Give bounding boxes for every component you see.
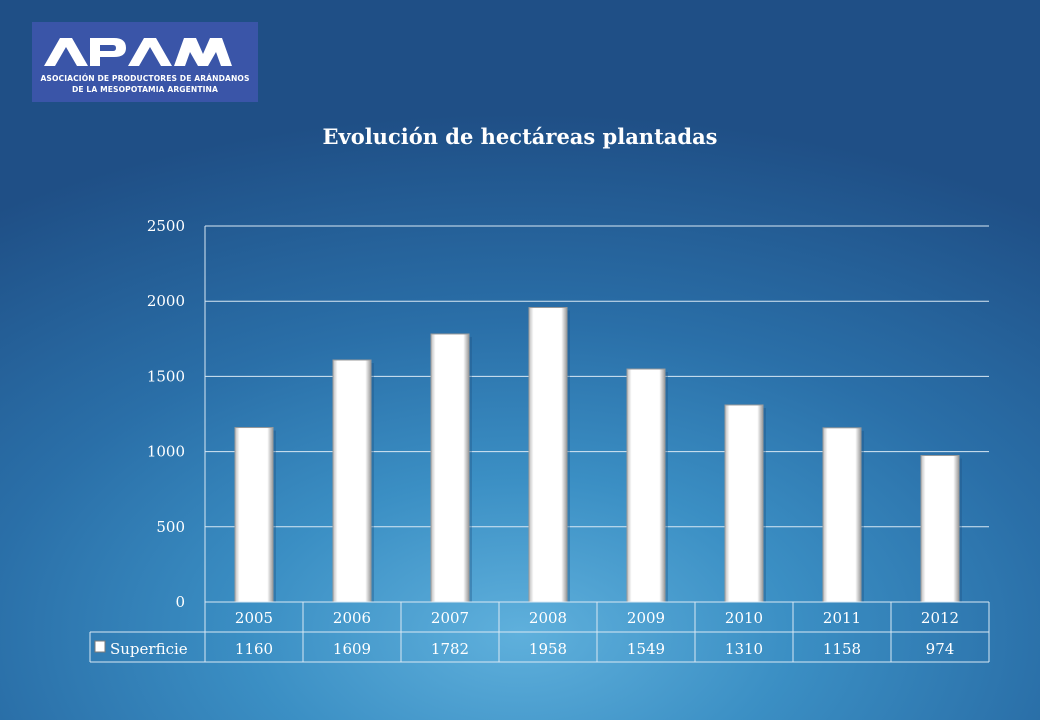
x-tick-label: 2010	[725, 609, 763, 627]
bars	[234, 307, 962, 603]
data-label: 974	[926, 640, 955, 658]
data-label: 1160	[235, 640, 273, 658]
data-label: 1158	[823, 640, 861, 658]
data-label: 1609	[333, 640, 371, 658]
x-tick-label: 2009	[627, 609, 665, 627]
bar	[430, 333, 470, 603]
y-tick-label: 2000	[147, 292, 185, 310]
x-tick-label: 2008	[529, 609, 567, 627]
legend-series-name: Superficie	[110, 640, 188, 658]
data-table: 2005 1160 2006 1609 2007 1782 2008 1958 2009 1549…	[89, 601, 990, 663]
bar	[528, 307, 568, 603]
x-tick-label: 2011	[823, 609, 861, 627]
x-tick-label: 2005	[235, 609, 273, 627]
data-label: 1310	[725, 640, 763, 658]
data-label: 1958	[529, 640, 567, 658]
bar	[920, 455, 960, 603]
legend-key	[94, 640, 106, 653]
logo-line-2: DE LA MESOPOTAMIA ARGENTINA	[72, 85, 218, 94]
data-label: 1782	[431, 640, 469, 658]
y-axis-ticks: 0 500 1000 1500 2000 2500	[147, 217, 185, 611]
bar	[822, 427, 862, 603]
x-tick-label: 2012	[921, 609, 959, 627]
x-tick-label: 2007	[431, 609, 469, 627]
gridlines	[204, 225, 989, 602]
apama-logo: ASOCIACIÓN DE PRODUCTORES DE ARÁNDANOS D…	[32, 22, 258, 102]
bar	[724, 404, 764, 603]
bar	[234, 427, 274, 603]
y-tick-label: 500	[156, 518, 185, 536]
bar	[626, 368, 666, 603]
data-label: 1549	[627, 640, 665, 658]
y-tick-label: 1500	[147, 367, 185, 385]
y-tick-label: 1000	[147, 443, 185, 461]
y-tick-label: 0	[175, 593, 185, 611]
apama-wordmark	[44, 38, 232, 66]
chart-title: Evolución de hectáreas plantadas	[322, 124, 718, 149]
x-tick-label: 2006	[333, 609, 371, 627]
logo-line-1: ASOCIACIÓN DE PRODUCTORES DE ARÁNDANOS	[40, 74, 250, 83]
y-tick-label: 2500	[147, 217, 185, 235]
bar	[332, 359, 372, 603]
